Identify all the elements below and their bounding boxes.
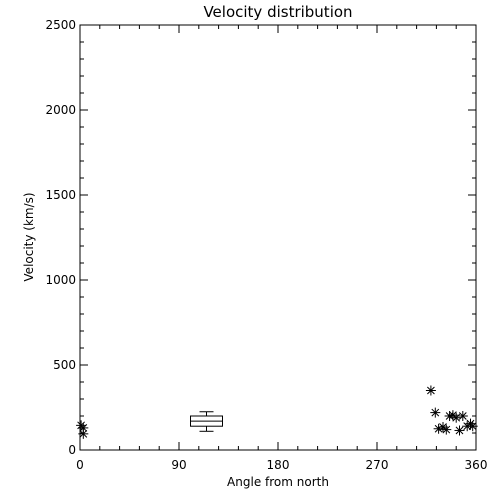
y-tick-label: 1500: [45, 188, 76, 202]
y-tick-label: 1000: [45, 273, 76, 287]
x-tick-label: 90: [171, 458, 186, 472]
data-point: [78, 428, 89, 439]
x-tick-label: 360: [465, 458, 488, 472]
box-plot: [190, 411, 223, 432]
x-tick-label: 180: [267, 458, 290, 472]
data-point: [454, 425, 465, 436]
x-axis-label: Angle from north: [227, 475, 329, 489]
y-tick-label: 500: [53, 358, 76, 372]
x-tick-label: 270: [366, 458, 389, 472]
data-point: [430, 407, 441, 418]
data-point: [441, 424, 452, 435]
data-point: [457, 411, 468, 421]
y-tick-label: 2500: [45, 18, 76, 32]
y-axis-label: Velocity (km/s): [22, 192, 36, 281]
y-tick-label: 2000: [45, 103, 76, 117]
data-point: [467, 421, 478, 432]
data-points: [76, 385, 478, 439]
plot-frame: [79, 24, 477, 451]
data-point: [433, 423, 444, 434]
chart-title: Velocity distribution: [203, 3, 352, 21]
x-tick-label: 0: [76, 458, 84, 472]
y-tick-label: 0: [68, 443, 76, 457]
data-point: [425, 385, 436, 396]
axis-ticks: 0 90 180 270 360 0 500 1000 1500 2000 2500: [45, 18, 487, 472]
data-point: [438, 422, 448, 433]
data-point: [451, 412, 462, 423]
